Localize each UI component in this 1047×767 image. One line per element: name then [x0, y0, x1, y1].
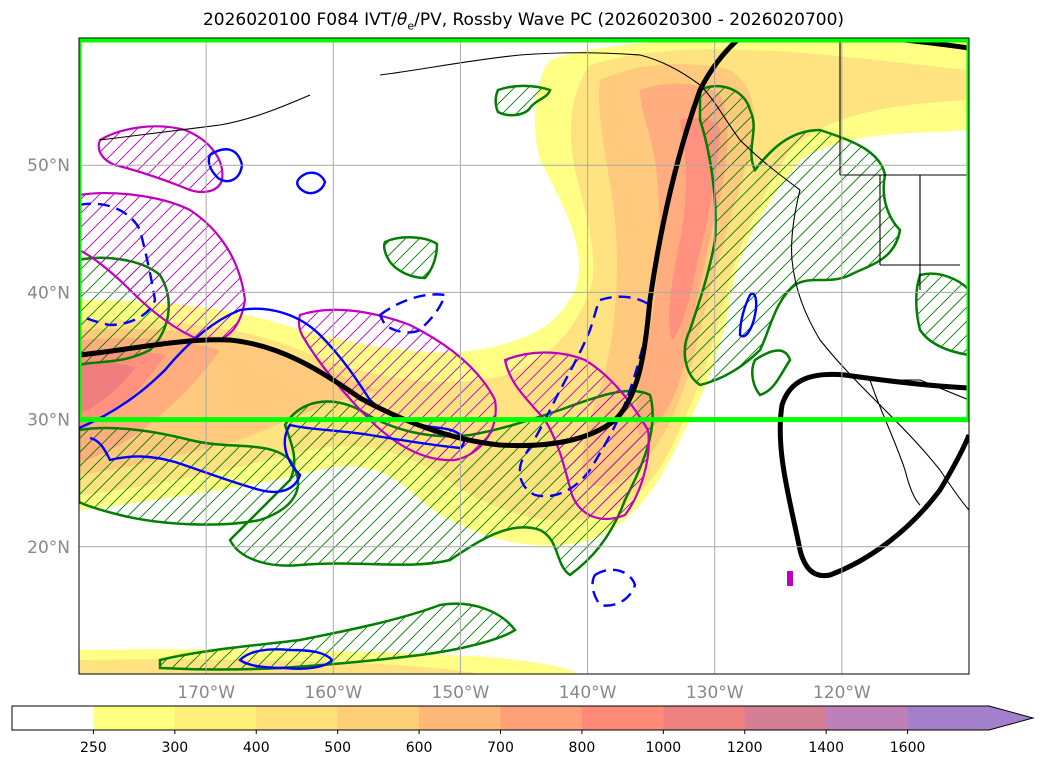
pv-magenta-small-dot — [787, 571, 793, 586]
title-suffix: /PV, Rossby Wave PC (2026020300 - 202602… — [414, 10, 845, 30]
theta-e-dashed-central — [378, 293, 447, 334]
colorbar-swatch-5 — [419, 706, 501, 730]
coast-aleutians — [99, 94, 311, 141]
lon-label-140: 140°W — [559, 683, 617, 703]
lon-label-160: 160°W — [304, 683, 362, 703]
lat-label-40: 40°N — [27, 283, 70, 303]
pv-green-west-south — [79, 426, 300, 526]
longitude-labels: 170°W 160°W 150°W 140°W 130°W 120°W — [177, 683, 871, 703]
colorbar-label-1200: 1200 — [727, 740, 763, 756]
pv-green-east-sub — [751, 349, 792, 397]
colorbar-label-600: 600 — [406, 740, 433, 756]
border-mexico — [870, 379, 969, 401]
map-title: 2026020100 F084 IVT/θe/PV, Rossby Wave P… — [0, 10, 1047, 32]
lat-label-20: 20°N — [27, 538, 70, 558]
ivt-shade-1000 — [79, 361, 135, 412]
highlight-box — [79, 38, 969, 423]
lat-label-30: 30°N — [27, 411, 70, 431]
coastlines — [99, 40, 969, 511]
colorbar-label-1000: 1000 — [646, 740, 682, 756]
colorbar-label-800: 800 — [569, 740, 596, 756]
theta-e-south — [238, 648, 334, 670]
colorbar-swatch-10 — [826, 706, 909, 730]
theta-e-west-loop — [79, 307, 466, 494]
title-theta: θ — [396, 10, 408, 30]
colorbar-swatch-0 — [12, 706, 94, 730]
colorbar-label-500: 500 — [324, 740, 351, 756]
lon-label-130: 130°W — [686, 683, 744, 703]
pv-green-mid-small — [382, 236, 439, 280]
colorbar-swatch-9 — [744, 706, 827, 730]
pv-magenta-contours — [79, 125, 793, 586]
ivt-shade-800b — [669, 117, 720, 340]
pv-green-north-small — [494, 84, 552, 117]
colorbar-labels: 250 300 400 500 600 700 800 1000 1200 1400 1600 — [80, 730, 925, 756]
colorbar-swatch-6 — [500, 706, 583, 730]
colorbar — [11, 705, 1035, 731]
latitude-labels: 50°N 40°N 30°N 20°N — [27, 156, 70, 558]
title-subscript: e — [407, 19, 415, 33]
colorbar-outline — [11, 705, 1035, 731]
lon-label-120: 120°W — [813, 683, 871, 703]
colorbar-swatch-3 — [256, 706, 339, 730]
colorbar-swatch-2 — [174, 706, 257, 730]
theta-e-dashed-west — [79, 202, 157, 327]
rossby-wave-main — [79, 38, 742, 449]
colorbar-label-1400: 1400 — [808, 740, 844, 756]
theta-e-small-north — [296, 171, 327, 195]
lat-label-50: 50°N — [27, 156, 70, 176]
pv-green-east-2 — [915, 272, 969, 357]
colorbar-label-1600: 1600 — [890, 740, 926, 756]
colorbar-swatch-8 — [663, 706, 746, 730]
theta-e-northwest — [207, 148, 244, 183]
coast-west-us — [791, 189, 969, 511]
colorbar-swatch-7 — [581, 706, 664, 730]
theta-e-east-small — [738, 292, 758, 338]
colorbar-swatch-4 — [337, 706, 420, 730]
lon-label-170: 170°W — [177, 683, 235, 703]
colorbar-label-400: 400 — [243, 740, 270, 756]
pv-magenta-central — [297, 308, 497, 462]
colorbar-swatch-1 — [93, 706, 176, 730]
colorbar-swatch-11 — [907, 706, 990, 730]
lon-label-150: 150°W — [432, 683, 490, 703]
colorbar-label-700: 700 — [487, 740, 514, 756]
baja — [869, 379, 921, 506]
plot-area — [79, 38, 969, 674]
pv-green-contours — [79, 84, 969, 671]
plot-frame — [78, 37, 970, 675]
colorbar-extend-arrow — [989, 706, 1033, 730]
colorbar-label-300: 300 — [161, 740, 188, 756]
rossby-wave-east-loop — [777, 371, 969, 579]
title-prefix: 2026020100 F084 IVT/ — [202, 10, 397, 30]
pv-magenta-far-west — [79, 192, 247, 343]
border-states-1 — [839, 40, 960, 290]
coast-alaska — [379, 52, 801, 191]
theta-e-dashed-south — [591, 568, 637, 607]
colorbar-label-250: 250 — [80, 740, 107, 756]
